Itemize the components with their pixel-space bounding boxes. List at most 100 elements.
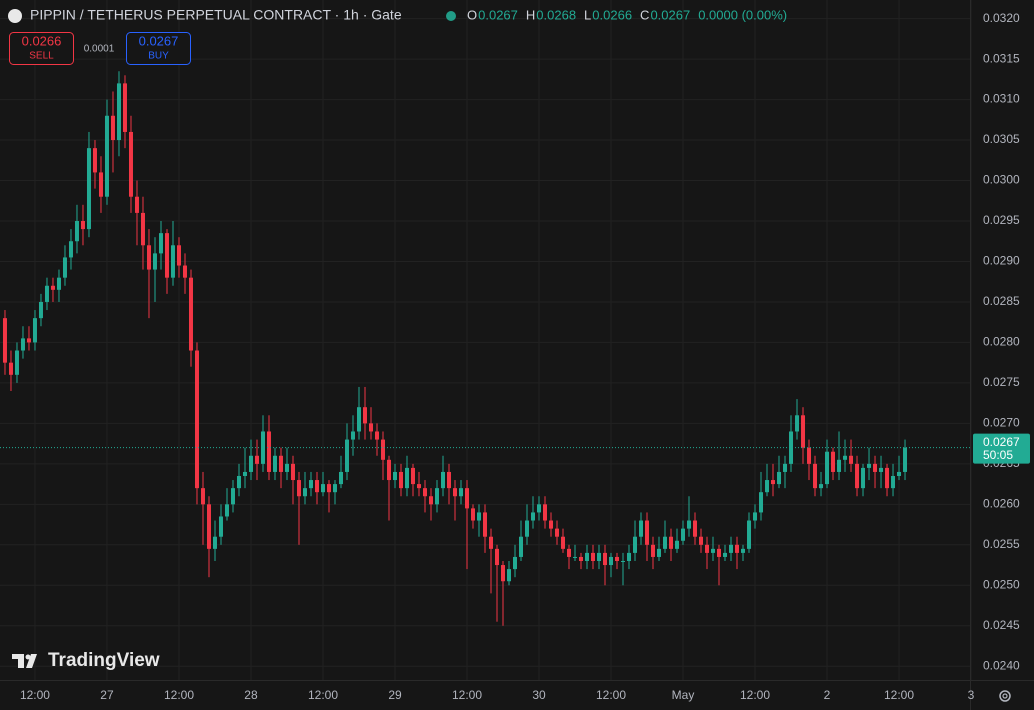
logo[interactable]: TradingView [12,650,160,671]
candle-body [675,540,680,549]
candle-body [122,83,127,132]
y-tick-label: 0.0240 [983,658,1020,672]
candle-body [272,455,277,472]
x-tick-label: 12:00 [452,688,482,702]
ohlc-key: O [467,7,477,22]
y-tick-label: 0.0290 [983,254,1020,268]
candle-body [855,463,860,489]
candle-body [633,536,638,553]
candle-body [525,520,530,537]
candle-body [326,484,331,493]
candle-body [476,512,481,521]
axes: 0.02400.02450.02500.02550.02600.02650.02… [0,11,1030,702]
candles [2,71,908,626]
candle-body [320,484,325,493]
y-tick-label: 0.0275 [983,375,1020,389]
candle-body [789,431,794,464]
price-tag-value: 0.0267 [983,435,1020,449]
candle-body [495,548,500,566]
candle-body [753,512,758,521]
y-tick-label: 0.0305 [983,132,1020,146]
candle-body [236,476,241,489]
ohlc-value: 0.0268 [536,7,576,22]
candle-body [134,196,139,213]
y-tick-label: 0.0320 [983,11,1020,25]
x-tick-label: 27 [100,688,114,702]
candle-body [663,536,668,549]
candle-body [627,552,632,561]
candle-body [374,431,379,440]
candle-body [56,277,61,290]
candle-body [446,471,451,489]
candle-body [80,221,85,230]
candle-body [741,548,746,553]
candle-body [513,556,518,570]
x-tick-label: 12:00 [740,688,770,702]
candle-body [759,492,764,513]
candle-body [657,548,662,557]
candle-body [290,463,295,481]
candle-body [903,447,908,472]
candle-body [92,148,97,173]
candle-body [555,528,560,537]
y-tick-label: 0.0255 [983,537,1020,551]
sell-price: 0.0266 [22,33,62,48]
candle-body [470,508,475,521]
candle-body [32,318,37,343]
candle-body [230,488,235,505]
candle-body [98,172,103,197]
candle-body [74,221,79,242]
x-tick-label: 12:00 [308,688,338,702]
candle-body [843,455,848,460]
candle-body [296,480,301,497]
candle-body [170,245,175,278]
candle-body [464,488,469,509]
candle-body [278,455,283,472]
candle-body [693,520,698,537]
candle-body [350,431,355,440]
candle-body [483,512,487,537]
candle-body [44,285,49,302]
candle-body [651,544,656,557]
ohlc-key: H [526,7,535,22]
y-tick-label: 0.0270 [983,416,1020,430]
candle-body [254,455,259,464]
candle-body [717,548,722,557]
candle-body [783,463,788,472]
candle-body [735,544,740,553]
candle-body [585,552,590,561]
ohlc-change: 0.0000 (0.00%) [698,7,787,22]
y-tick-label: 0.0285 [983,294,1020,308]
candle-body [567,548,572,557]
candle-body [242,471,247,476]
candle-body [380,439,385,460]
candle-body [266,431,271,472]
candle-body [837,459,842,472]
candle-body [507,569,512,582]
candle-body [615,556,620,561]
market-status [446,11,456,21]
candle-body [897,471,902,476]
candle-body [140,212,145,246]
candle-body [50,285,55,290]
y-tick-label: 0.0280 [983,335,1020,349]
y-tick-label: 0.0260 [983,497,1020,511]
price-tag [973,433,1030,464]
candle-body [176,245,181,266]
candle-body [434,488,439,505]
candle-body [428,496,433,505]
ohlc-value: 0.0266 [592,7,632,22]
settings-button[interactable] [999,690,1011,702]
buy-button[interactable]: 0.0267 BUY [126,32,191,65]
candle-body [747,520,752,549]
ohlc-legend: O 0.0267 H 0.0268 L 0.0266 C 0.0267 0.0000 (0.00… [467,7,787,22]
candle-body [182,265,187,278]
sell-button[interactable]: 0.0266 SELL [9,32,74,65]
symbol-icon [8,9,22,23]
candle-body [212,536,217,549]
candle-body [621,561,626,562]
buy-label: BUY [148,51,169,62]
candle-body [104,115,109,197]
